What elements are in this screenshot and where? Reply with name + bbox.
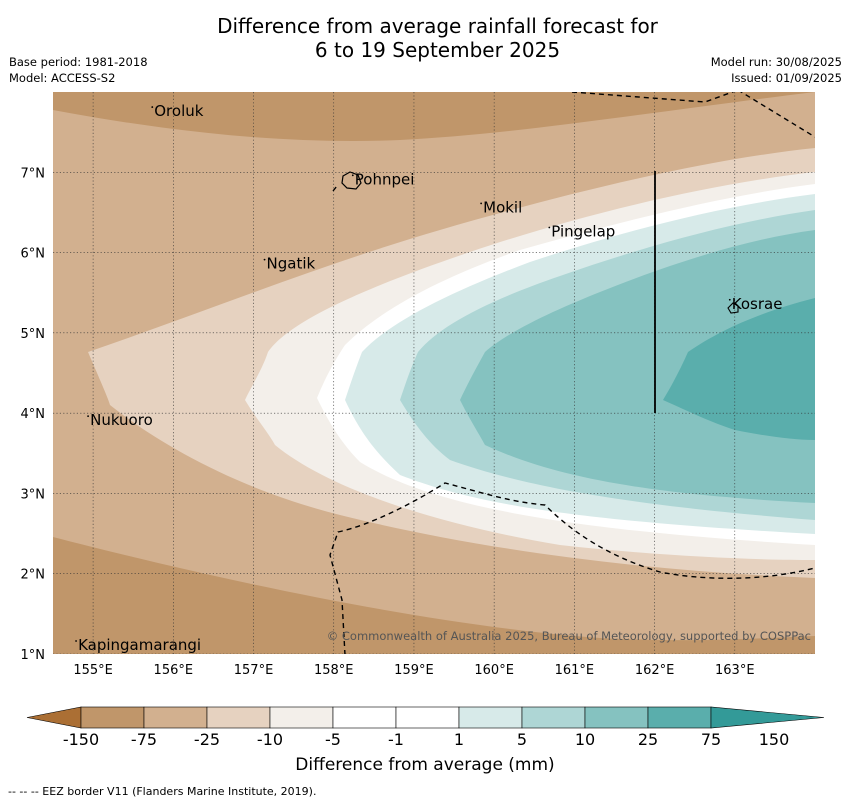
fill-lt-m75-north (53, 92, 815, 141)
place-dot (351, 174, 354, 177)
colorbar-label: -5 (325, 730, 341, 749)
title-line-2: 6 to 19 September 2025 (314, 38, 561, 62)
lon-tick-label: 157°E (234, 663, 274, 678)
issued-date: Issued: 01/09/2025 (731, 71, 842, 85)
place-dot (480, 202, 483, 205)
colorbar-extend-low (26, 706, 82, 729)
lon-tick-label: 160°E (474, 663, 514, 678)
lon-tick-label: 163°E (715, 663, 755, 678)
colorbar-label: 1 (453, 730, 465, 749)
pohnpei-island (341, 171, 362, 190)
colorbar-extend-high (710, 706, 825, 729)
latitude-tick-labels: 7°N 6°N 5°N 4°N 3°N 2°N 1°N (21, 166, 46, 663)
place-label-kapingamarangi: Kapingamarangi (78, 636, 201, 654)
colorbar-swatch (647, 706, 712, 729)
colorbar-title: Difference from average (mm) (295, 755, 555, 775)
meta-left: Base period: 1981-2018 Model: ACCESS-S2 (9, 54, 148, 86)
colorbar-swatch (143, 706, 208, 729)
copyright-notice: © Commonwealth of Australia 2025, Bureau… (327, 629, 811, 643)
place-dot (728, 298, 731, 301)
place-label-ngatik: Ngatik (267, 255, 316, 273)
colorbar-label: -75 (130, 730, 158, 749)
colorbar-label: 150 (758, 730, 790, 749)
lon-tick-label: 162°E (635, 663, 675, 678)
map-title: Difference from average rainfall forecas… (0, 14, 850, 62)
fill-25-75 (663, 298, 815, 440)
fill-lt-m75-south (53, 537, 815, 654)
place-label-nukuoro: Nukuoro (90, 411, 153, 429)
place-dot (87, 415, 89, 418)
model-run: Model run: 30/08/2025 (710, 55, 842, 69)
title-line-1: Difference from average rainfall forecas… (217, 14, 658, 38)
lat-tick-label: 1°N (21, 648, 46, 663)
model-name: Model: ACCESS-S2 (9, 71, 116, 85)
colorbar-label: -10 (256, 730, 284, 749)
colorbar-swatch (395, 706, 460, 729)
lat-tick-label: 3°N (21, 487, 46, 502)
place-dot (75, 640, 77, 642)
fill-10-25 (460, 230, 815, 503)
lon-tick-label: 156°E (154, 663, 194, 678)
lat-tick-label: 7°N (21, 166, 46, 181)
place-label-oroluk: Oroluk (154, 102, 203, 120)
contour-fills: Oroluk Pohnpei Mokil Pingelap Ngatik Kosrae Nu… (53, 92, 815, 654)
colorbar-label: 75 (700, 730, 722, 749)
colorbar-swatch (584, 706, 649, 729)
place-label-pingelap: Pingelap (551, 223, 615, 241)
eez-border (329, 92, 815, 654)
colorbar (26, 706, 825, 729)
place-dot (263, 258, 266, 261)
colorbar-label: -25 (193, 730, 221, 749)
longitude-tick-labels: 155°E 156°E 157°E 158°E 159°E 160°E 161°E 162°E… (73, 663, 754, 678)
meta-right: Model run: 30/08/2025 Issued: 01/09/2025 (711, 54, 842, 86)
lon-tick-label: 159°E (394, 663, 434, 678)
lon-tick-label: 161°E (555, 663, 595, 678)
grid-lines (53, 92, 815, 654)
place-labels: Oroluk Pohnpei Mokil Pingelap Ngatik Kosrae Nu… (75, 102, 782, 654)
colorbar-swatch (269, 706, 334, 729)
colorbar-swatch (458, 706, 523, 729)
colorbar-swatch (80, 706, 145, 729)
lon-tick-label: 158°E (314, 663, 354, 678)
kosrae-island (727, 302, 739, 314)
base-period: Base period: 1981-2018 (9, 55, 148, 69)
lat-tick-label: 4°N (21, 407, 46, 422)
colorbar-label: 25 (637, 730, 659, 749)
colorbar-swatch (206, 706, 271, 729)
place-dot (548, 226, 551, 229)
place-label-mokil: Mokil (483, 198, 522, 216)
place-label-pohnpei: Pohnpei (355, 170, 415, 188)
lon-tick-label: 155°E (73, 663, 113, 678)
colorbar-label: -150 (62, 730, 100, 749)
colorbar-label: -1 (388, 730, 404, 749)
place-label-kosrae: Kosrae (732, 295, 783, 313)
eez-footnote: -- -- -- EEZ border V11 (Flanders Marine… (8, 785, 317, 798)
lat-tick-label: 6°N (21, 247, 46, 262)
place-dot (151, 106, 154, 108)
lat-tick-label: 2°N (21, 568, 46, 583)
colorbar-swatch (332, 706, 397, 729)
colorbar-label: 5 (516, 730, 528, 749)
colorbar-label: 10 (574, 730, 596, 749)
lat-tick-label: 5°N (21, 327, 46, 342)
colorbar-swatch (521, 706, 586, 729)
